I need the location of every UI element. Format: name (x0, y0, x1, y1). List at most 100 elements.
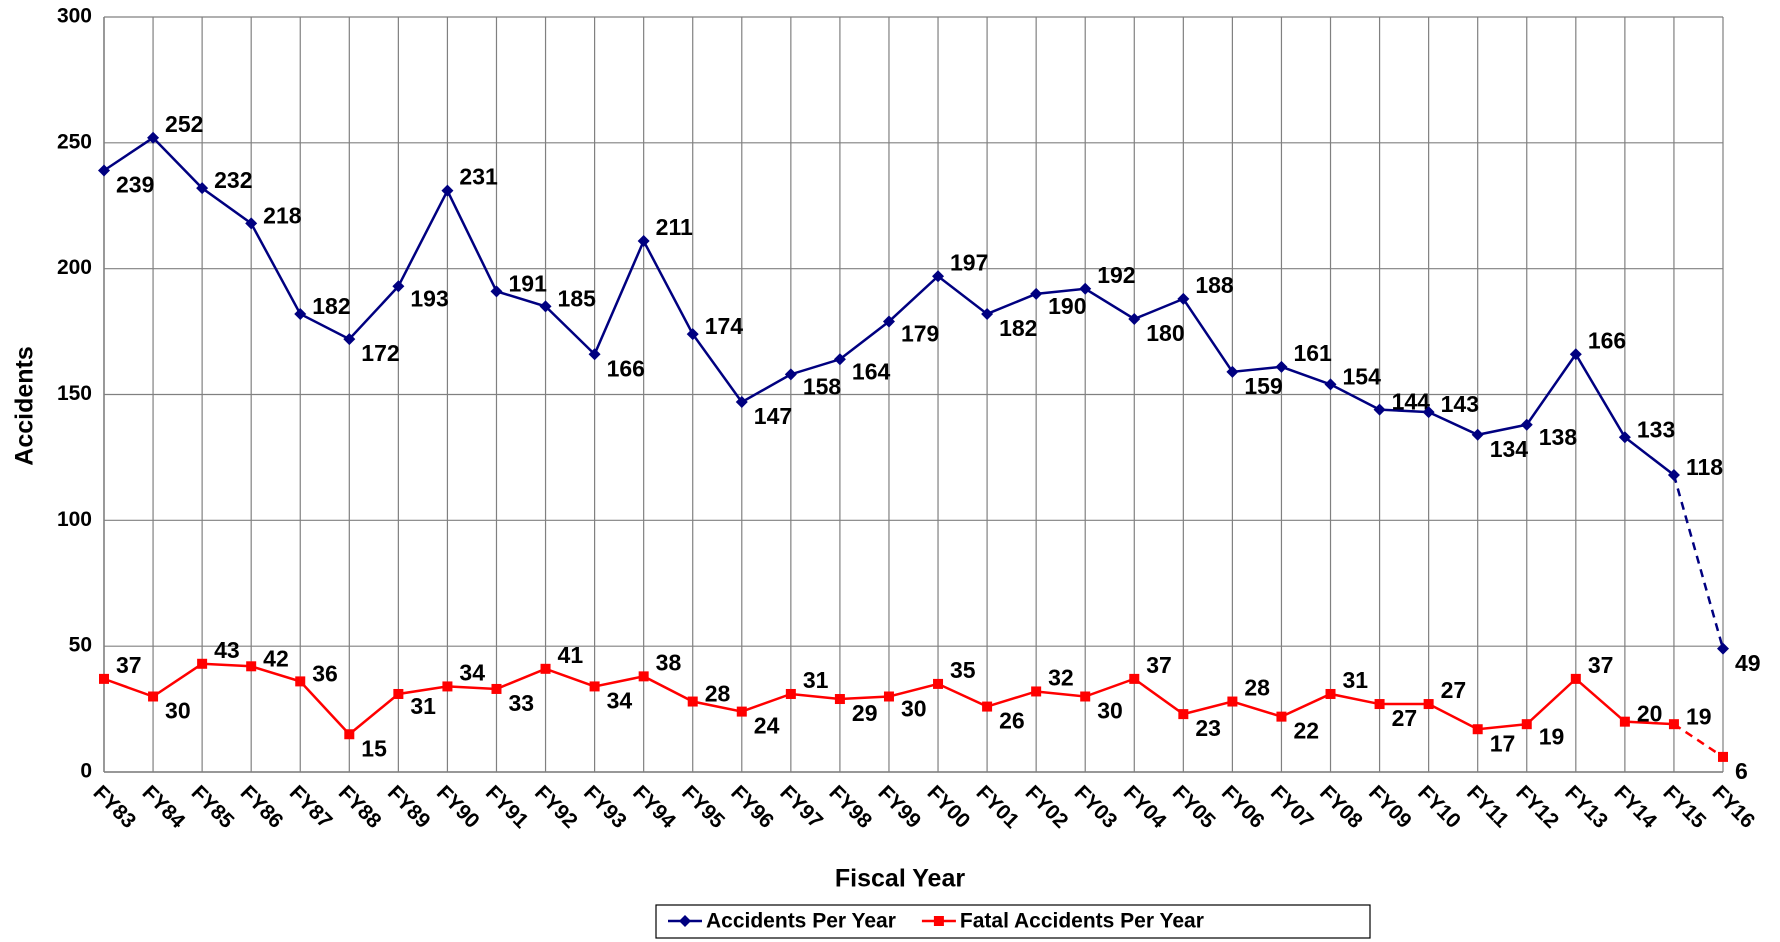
marker (540, 663, 551, 674)
data-label: 19 (1686, 703, 1712, 729)
x-tick-label: FY14 (1609, 781, 1661, 833)
data-label: 182 (999, 315, 1037, 341)
marker (1129, 673, 1140, 684)
marker (785, 688, 796, 699)
data-label: 15 (361, 735, 387, 761)
marker (637, 234, 650, 247)
marker (1227, 696, 1238, 707)
data-label: 31 (803, 667, 829, 693)
marker (1618, 431, 1631, 444)
x-tick-label: FY15 (1658, 781, 1710, 833)
marker (883, 691, 894, 702)
marker (442, 681, 453, 692)
data-label: 182 (312, 293, 350, 319)
x-tick-label: FY83 (89, 781, 141, 833)
marker (1079, 282, 1092, 295)
x-tick-label: FY89 (383, 781, 435, 833)
data-label: 191 (508, 270, 547, 296)
x-tick-label: FY91 (481, 781, 533, 833)
marker (638, 671, 649, 682)
marker (1471, 428, 1484, 441)
x-tick-label: FY03 (1070, 781, 1122, 833)
data-label: 190 (1048, 293, 1086, 319)
data-label: 30 (165, 698, 191, 724)
x-tick-label: FY04 (1119, 781, 1171, 833)
marker (441, 184, 454, 197)
marker (1374, 699, 1385, 710)
marker (1423, 699, 1434, 710)
data-label: 41 (558, 642, 584, 668)
marker (1325, 688, 1336, 699)
data-label: 144 (1392, 389, 1431, 415)
x-tick-label: FY01 (972, 781, 1024, 833)
data-label: 166 (1588, 327, 1626, 353)
marker (981, 307, 994, 320)
x-tick-label: FY08 (1315, 781, 1367, 833)
marker (589, 681, 600, 692)
marker (1080, 691, 1091, 702)
legend-label: Fatal Accidents Per Year (960, 910, 1204, 933)
x-tick-label: FY07 (1266, 781, 1318, 833)
data-label: 33 (508, 690, 534, 716)
data-label: 197 (950, 249, 988, 275)
x-tick-label: FY90 (432, 781, 484, 833)
y-tick-label: 200 (57, 256, 92, 279)
data-label: 28 (705, 681, 731, 707)
legend-label: Accidents Per Year (706, 910, 896, 933)
marker (687, 696, 698, 707)
y-tick-label: 0 (80, 760, 92, 783)
x-tick-label: FY06 (1217, 781, 1269, 833)
data-label: 35 (950, 657, 976, 683)
x-tick-label: FY99 (874, 781, 926, 833)
data-label: 164 (852, 358, 891, 384)
legend-box (655, 904, 1371, 939)
data-label: 118 (1686, 454, 1723, 480)
x-tick-label: FY02 (1021, 781, 1073, 833)
data-label: 37 (116, 652, 142, 678)
marker (1619, 716, 1630, 727)
x-tick-label: FY85 (187, 781, 239, 833)
marker (882, 315, 895, 328)
data-label: 38 (656, 649, 682, 675)
marker (932, 270, 945, 283)
data-label: 159 (1244, 373, 1282, 399)
data-label: 193 (410, 285, 448, 311)
line-dashed (1673, 723, 1724, 758)
marker (833, 353, 846, 366)
marker (834, 694, 845, 705)
data-label: 30 (901, 696, 927, 722)
data-label: 32 (1048, 665, 1074, 691)
y-tick-label: 300 (57, 5, 92, 28)
y-axis-title: Accidents (11, 346, 39, 465)
data-label: 17 (1490, 730, 1516, 756)
data-label: 6 (1735, 758, 1748, 784)
x-tick-label: FY13 (1560, 781, 1612, 833)
data-label: 19 (1539, 723, 1565, 749)
marker (1031, 686, 1042, 697)
marker (1520, 418, 1533, 431)
x-tick-label: FY09 (1364, 781, 1416, 833)
x-tick-label: FY05 (1168, 781, 1220, 833)
marker (196, 182, 209, 195)
x-tick-label: FY16 (1708, 781, 1760, 833)
y-tick-label: 100 (57, 508, 92, 531)
x-tick-label: FY12 (1511, 781, 1563, 833)
marker (148, 691, 159, 702)
marker (1030, 287, 1043, 300)
marker (1178, 709, 1189, 720)
marker (1177, 292, 1190, 305)
marker (294, 307, 307, 320)
data-label: 143 (1441, 391, 1479, 417)
marker (1226, 365, 1239, 378)
data-label: 179 (901, 321, 939, 347)
data-label: 42 (263, 645, 289, 671)
x-tick-label: FY11 (1462, 781, 1513, 832)
data-label: 252 (165, 111, 203, 137)
series: 239 252 232 218 182 172 193 231 191 185 166 211 174 1… (98, 111, 1761, 676)
data-label: 185 (558, 285, 597, 311)
x-tick-label: FY97 (775, 781, 827, 833)
marker (679, 915, 691, 927)
line-dashed (1672, 474, 1725, 650)
data-label: 231 (459, 164, 498, 190)
